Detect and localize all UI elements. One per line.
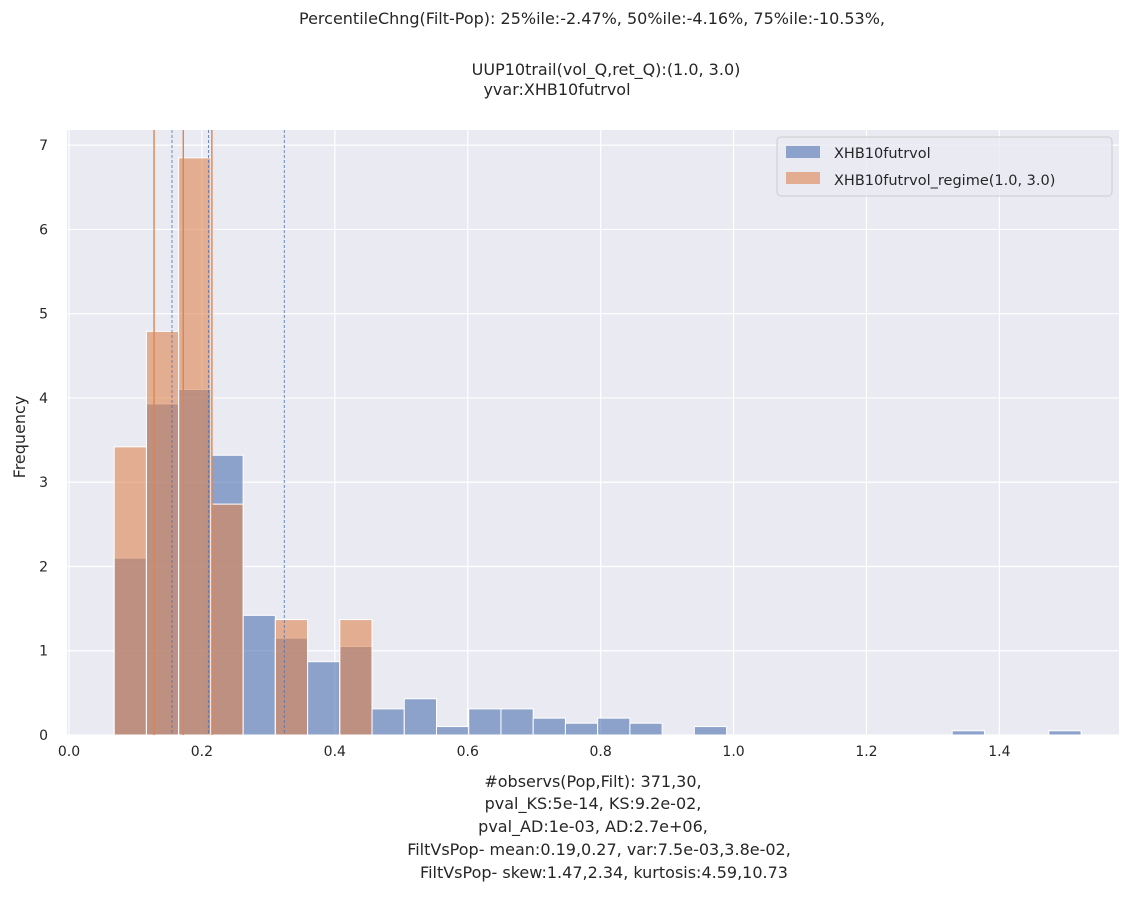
chart-title: PercentileChng(Filt-Pop): 25%ile:-2.47%,… (299, 9, 885, 99)
x-tick-label: 0.0 (58, 744, 80, 760)
xlabel-line-observs: #observs(Pop,Filt): 371,30, (484, 772, 701, 791)
legend-swatch-xhb10futrvol-regime (786, 172, 820, 184)
series-1-bars (113, 157, 373, 736)
histogram-bar (339, 619, 373, 736)
histogram-bar (210, 503, 244, 736)
xlabel-line-ks: pval_KS:5e-14, KS:9.2e-02, (485, 794, 702, 814)
histogram-bar (951, 730, 985, 736)
y-axis-label: Frequency (10, 396, 29, 479)
legend-label-xhb10futrvol-regime: XHB10futrvol_regime(1.0, 3.0) (834, 173, 1055, 189)
y-tick-label: 5 (39, 307, 48, 323)
percentile-lines (153, 130, 285, 735)
y-tick-label: 0 (39, 728, 48, 744)
histogram-bar (307, 661, 341, 736)
histogram-bar (145, 330, 180, 736)
title-line-regime: UUP10trail(vol_Q,ret_Q):(1.0, 3.0) (472, 60, 741, 80)
histogram-bar (532, 717, 566, 736)
xlabel-line-ad: pval_AD:1e-03, AD:2.7e+06, (478, 817, 708, 837)
histogram-bar (403, 698, 437, 736)
histogram-bar (629, 722, 663, 736)
histogram-bar (242, 614, 276, 736)
legend: XHB10futrvol XHB10futrvol_regime(1.0, 3.… (776, 136, 1113, 197)
y-tick-label: 1 (39, 644, 48, 660)
legend-box (776, 136, 1113, 197)
histogram-bar (564, 722, 599, 736)
title-line-percentile: PercentileChng(Filt-Pop): 25%ile:-2.47%,… (299, 9, 885, 28)
x-tick-label: 0.8 (590, 744, 612, 760)
x-tick-label: 1.0 (722, 744, 744, 760)
histogram-bar (435, 726, 470, 736)
histogram-bar (693, 726, 728, 736)
y-tick-label: 3 (39, 475, 48, 491)
histogram-bar (371, 708, 405, 736)
histogram-bar (468, 708, 502, 736)
histogram-bar (1048, 730, 1082, 736)
title-line-yvar: yvar:XHB10futrvol (483, 80, 630, 99)
y-tick-label: 6 (39, 222, 48, 238)
legend-label-xhb10futrvol: XHB10futrvol (834, 146, 931, 162)
y-tick-label: 7 (39, 138, 48, 154)
y-axis-ticks: 0 1 2 3 4 5 6 7 (39, 138, 48, 744)
y-tick-label: 2 (39, 559, 48, 575)
x-tick-label: 0.2 (191, 744, 213, 760)
xlabel-line-skew-kurtosis: FiltVsPop- skew:1.47,2.34, kurtosis:4.59… (420, 863, 788, 882)
histogram-bar (597, 717, 631, 736)
x-axis-label: #observs(Pop,Filt): 371,30, pval_KS:5e-1… (407, 772, 791, 882)
x-tick-label: 0.6 (457, 744, 479, 760)
histogram-bar (274, 619, 309, 736)
legend-swatch-xhb10futrvol (786, 146, 820, 158)
x-tick-label: 1.2 (855, 744, 877, 760)
histogram-bars (113, 157, 1082, 736)
x-axis-ticks: 0.0 0.2 0.4 0.6 0.8 1.0 1.2 1.4 (58, 744, 1011, 760)
x-tick-label: 0.4 (324, 744, 346, 760)
y-tick-label: 4 (39, 391, 48, 407)
histogram-bar (500, 708, 534, 736)
histogram-bar (113, 446, 147, 736)
histogram-bar (178, 157, 212, 736)
x-tick-label: 1.4 (988, 744, 1010, 760)
xlabel-line-mean-var: FiltVsPop- mean:0.19,0.27, var:7.5e-03,3… (407, 840, 791, 859)
